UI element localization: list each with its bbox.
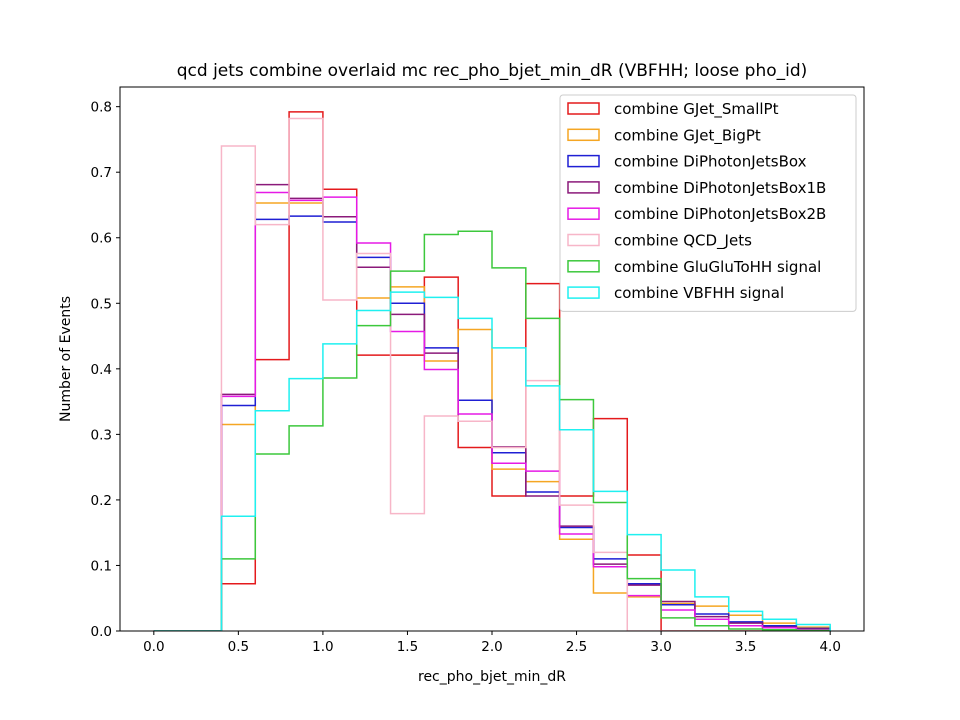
y-tick-label: 0.3 bbox=[91, 427, 112, 443]
x-axis-ticks: 0.0 0.5 1.0 1.5 2.0 2.5 3.0 3.5 4.0 bbox=[143, 631, 841, 655]
x-tick-label: 1.5 bbox=[397, 639, 418, 655]
x-tick-label: 2.5 bbox=[566, 639, 587, 655]
series-line-6 bbox=[153, 230, 831, 631]
legend-box bbox=[559, 94, 857, 312]
y-tick-label: 0.4 bbox=[91, 362, 112, 378]
legend-swatch bbox=[567, 260, 600, 273]
legend-swatch bbox=[567, 102, 600, 115]
legend-label: combine VBFHH signal bbox=[614, 284, 784, 302]
x-tick-label: 3.5 bbox=[735, 639, 756, 655]
y-tick-label: 0.6 bbox=[91, 231, 112, 247]
series-line-7 bbox=[153, 291, 831, 631]
legend-label: combine DiPhotonJetsBox2B bbox=[614, 205, 826, 223]
y-tick-label: 0.5 bbox=[91, 296, 112, 312]
legend-label: combine QCD_Jets bbox=[614, 232, 752, 251]
legend-label: combine DiPhotonJetsBox1B bbox=[614, 179, 826, 197]
legend-label: combine GJet_SmallPt bbox=[614, 100, 779, 119]
x-tick-label: 1.0 bbox=[312, 639, 333, 655]
legend-swatch bbox=[567, 207, 600, 220]
y-tick-label: 0.8 bbox=[91, 100, 112, 116]
y-axis-label: Number of Events bbox=[58, 296, 74, 422]
chart-title: qcd jets combine overlaid mc rec_pho_bje… bbox=[177, 61, 808, 81]
series-line-5 bbox=[153, 117, 831, 631]
legend-swatch bbox=[567, 233, 600, 247]
legend-swatch bbox=[567, 286, 600, 299]
legend-label: combine GluGluToHH signal bbox=[614, 258, 821, 276]
legend-swatch bbox=[567, 181, 600, 194]
series-layer bbox=[153, 111, 831, 631]
x-tick-label: 2.0 bbox=[481, 639, 502, 655]
legend-label: combine GJet_BigPt bbox=[614, 126, 761, 145]
legend-label: combine DiPhotonJetsBox bbox=[614, 153, 807, 171]
y-tick-label: 0.2 bbox=[91, 493, 112, 509]
y-tick-label: 0.1 bbox=[91, 558, 112, 574]
x-tick-label: 0.0 bbox=[143, 639, 164, 655]
y-axis-ticks: 0.0 0.1 0.2 0.3 0.4 0.5 0.6 0.7 0.8 bbox=[91, 100, 120, 640]
x-tick-label: 0.5 bbox=[228, 639, 249, 655]
legend-swatch bbox=[567, 154, 600, 168]
x-tick-label: 4.0 bbox=[819, 639, 840, 655]
y-tick-label: 0.7 bbox=[91, 165, 112, 181]
legend-swatch bbox=[567, 128, 600, 142]
x-axis-label: rec_pho_bjet_min_dR bbox=[418, 669, 566, 685]
y-tick-label: 0.0 bbox=[91, 624, 112, 640]
x-tick-label: 3.0 bbox=[650, 639, 671, 655]
